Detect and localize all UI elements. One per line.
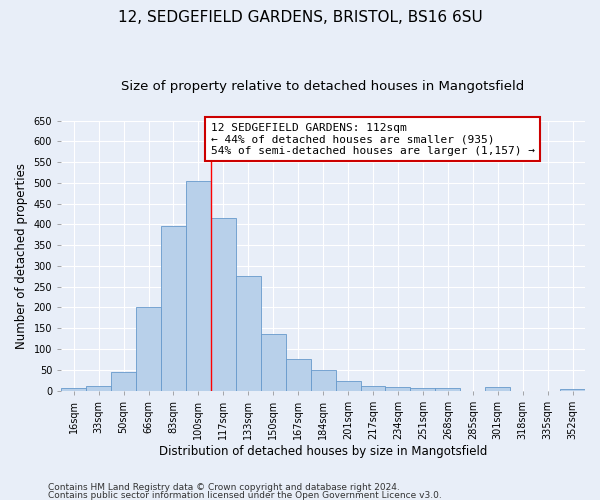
Bar: [61, 388, 86, 390]
Bar: [485, 387, 510, 390]
Text: Contains public sector information licensed under the Open Government Licence v3: Contains public sector information licen…: [48, 490, 442, 500]
Bar: [236, 276, 261, 390]
Text: 12, SEDGEFIELD GARDENS, BRISTOL, BS16 6SU: 12, SEDGEFIELD GARDENS, BRISTOL, BS16 6S…: [118, 10, 482, 25]
Bar: [361, 386, 385, 390]
Bar: [286, 360, 311, 390]
Title: Size of property relative to detached houses in Mangotsfield: Size of property relative to detached ho…: [121, 80, 525, 93]
Bar: [86, 386, 111, 390]
Bar: [136, 308, 161, 390]
Bar: [186, 181, 211, 390]
Bar: [311, 370, 335, 390]
X-axis label: Distribution of detached houses by size in Mangotsfield: Distribution of detached houses by size …: [159, 444, 487, 458]
Text: Contains HM Land Registry data © Crown copyright and database right 2024.: Contains HM Land Registry data © Crown c…: [48, 484, 400, 492]
Y-axis label: Number of detached properties: Number of detached properties: [15, 162, 28, 348]
Bar: [410, 388, 436, 390]
Text: 12 SEDGEFIELD GARDENS: 112sqm
← 44% of detached houses are smaller (935)
54% of : 12 SEDGEFIELD GARDENS: 112sqm ← 44% of d…: [211, 122, 535, 156]
Bar: [211, 218, 236, 390]
Bar: [261, 334, 286, 390]
Bar: [111, 372, 136, 390]
Bar: [436, 388, 460, 390]
Bar: [161, 226, 186, 390]
Bar: [385, 387, 410, 390]
Bar: [335, 382, 361, 390]
